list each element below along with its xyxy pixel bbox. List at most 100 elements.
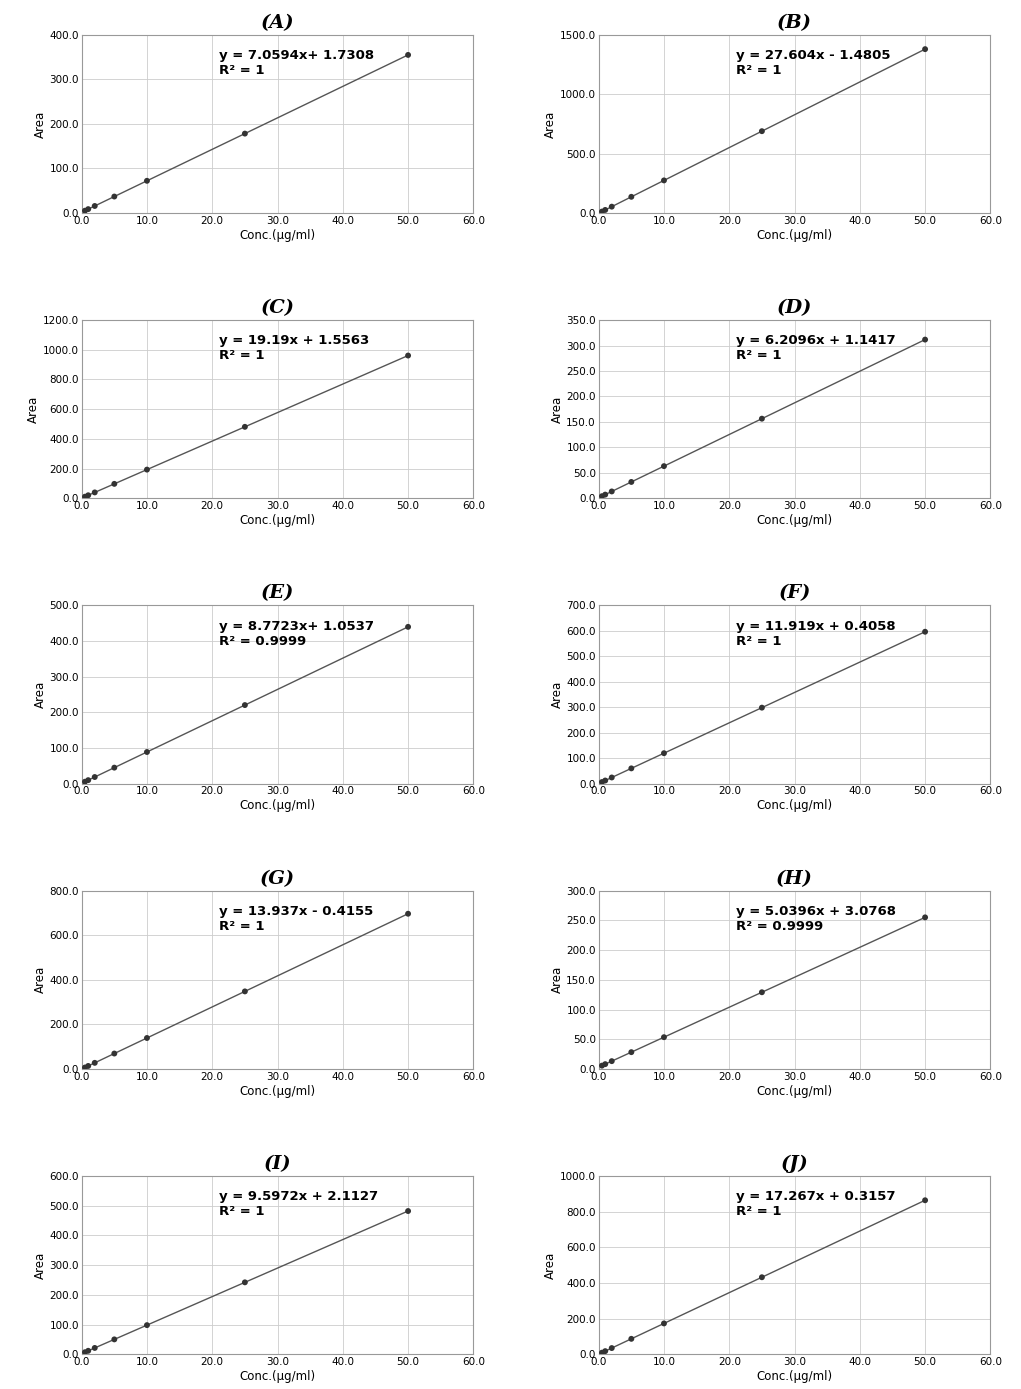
Point	[400, 903, 417, 925]
Y-axis label: Area: Area	[544, 110, 557, 138]
Text: y = 19.19x + 1.5563
R² = 1: y = 19.19x + 1.5563 R² = 1	[218, 335, 369, 363]
Point	[139, 1026, 155, 1049]
Text: y = 6.2096x + 1.1417
R² = 1: y = 6.2096x + 1.1417 R² = 1	[736, 335, 895, 363]
Point	[77, 771, 93, 793]
Title: (J): (J)	[781, 1154, 809, 1174]
Point	[87, 194, 103, 217]
Point	[87, 765, 103, 788]
Point	[623, 471, 639, 493]
X-axis label: Conc.(μg/ml): Conc.(μg/ml)	[240, 514, 315, 526]
Point	[87, 1051, 103, 1074]
Point	[106, 1042, 123, 1064]
Point	[655, 169, 672, 192]
Title: (B): (B)	[777, 14, 812, 32]
Point	[87, 1336, 103, 1358]
Point	[655, 1026, 672, 1049]
Point	[655, 456, 672, 478]
Point	[237, 1271, 253, 1293]
Point	[597, 770, 614, 792]
Point	[80, 770, 96, 792]
Point	[80, 1339, 96, 1361]
X-axis label: Conc.(μg/ml): Conc.(μg/ml)	[757, 1085, 832, 1097]
Point	[655, 742, 672, 764]
Title: (H): (H)	[776, 870, 813, 888]
Point	[623, 1328, 639, 1350]
Point	[603, 481, 620, 503]
Point	[603, 1050, 620, 1072]
Point	[77, 1342, 93, 1364]
Point	[917, 38, 933, 60]
X-axis label: Conc.(μg/ml): Conc.(μg/ml)	[240, 1370, 315, 1383]
Point	[106, 185, 123, 207]
Y-axis label: Area: Area	[550, 967, 564, 993]
Point	[400, 615, 417, 638]
Text: y = 17.267x + 0.3157
R² = 1: y = 17.267x + 0.3157 R² = 1	[736, 1190, 895, 1218]
Y-axis label: Area: Area	[34, 110, 47, 138]
Point	[597, 1053, 614, 1075]
Text: y = 27.604x - 1.4805
R² = 1: y = 27.604x - 1.4805 R² = 1	[736, 49, 890, 76]
Point	[597, 483, 614, 506]
Point	[753, 1267, 770, 1289]
Point	[917, 906, 933, 928]
Point	[80, 199, 96, 221]
Point	[597, 199, 614, 221]
Title: (C): (C)	[260, 299, 294, 317]
Point	[400, 344, 417, 367]
Text: y = 8.7723x+ 1.0537
R² = 0.9999: y = 8.7723x+ 1.0537 R² = 0.9999	[218, 619, 374, 647]
Title: (F): (F)	[778, 585, 811, 603]
Y-axis label: Area: Area	[27, 396, 40, 422]
Point	[597, 1340, 614, 1363]
Point	[917, 328, 933, 350]
Title: (I): (I)	[263, 1156, 291, 1174]
Title: (D): (D)	[777, 299, 813, 317]
Point	[594, 1054, 611, 1076]
Text: y = 7.0594x+ 1.7308
R² = 1: y = 7.0594x+ 1.7308 R² = 1	[218, 49, 374, 76]
Point	[139, 458, 155, 481]
Point	[106, 472, 123, 494]
Point	[753, 407, 770, 429]
Point	[237, 981, 253, 1003]
Title: (E): (E)	[260, 585, 294, 603]
Title: (A): (A)	[260, 14, 294, 32]
X-axis label: Conc.(μg/ml): Conc.(μg/ml)	[757, 799, 832, 813]
Point	[139, 169, 155, 192]
X-axis label: Conc.(μg/ml): Conc.(μg/ml)	[240, 1085, 315, 1097]
X-axis label: Conc.(μg/ml): Conc.(μg/ml)	[757, 229, 832, 242]
Point	[917, 621, 933, 643]
Point	[106, 757, 123, 779]
Point	[594, 771, 611, 793]
X-axis label: Conc.(μg/ml): Conc.(μg/ml)	[240, 229, 315, 242]
X-axis label: Conc.(μg/ml): Conc.(μg/ml)	[240, 799, 315, 813]
Y-axis label: Area: Area	[544, 1251, 557, 1279]
Point	[917, 1189, 933, 1211]
Point	[139, 1314, 155, 1336]
X-axis label: Conc.(μg/ml): Conc.(μg/ml)	[757, 514, 832, 526]
X-axis label: Conc.(μg/ml): Conc.(μg/ml)	[757, 1370, 832, 1383]
Text: y = 9.5972x + 2.1127
R² = 1: y = 9.5972x + 2.1127 R² = 1	[218, 1190, 378, 1218]
Point	[77, 1057, 93, 1079]
Text: y = 5.0396x + 3.0768
R² = 0.9999: y = 5.0396x + 3.0768 R² = 0.9999	[736, 904, 895, 933]
Point	[106, 1328, 123, 1350]
Point	[655, 1313, 672, 1335]
Point	[623, 186, 639, 208]
Point	[80, 1054, 96, 1076]
Point	[753, 696, 770, 718]
Point	[594, 1342, 611, 1364]
Point	[237, 694, 253, 717]
Text: y = 11.919x + 0.4058
R² = 1: y = 11.919x + 0.4058 R² = 1	[736, 619, 895, 647]
Text: y = 13.937x - 0.4155
R² = 1: y = 13.937x - 0.4155 R² = 1	[218, 904, 373, 933]
Point	[753, 119, 770, 142]
Point	[753, 981, 770, 1003]
Point	[237, 122, 253, 144]
Y-axis label: Area: Area	[550, 396, 564, 422]
Y-axis label: Area: Area	[34, 967, 47, 993]
Point	[139, 740, 155, 763]
Y-axis label: Area: Area	[34, 681, 47, 708]
Point	[603, 1338, 620, 1360]
Point	[80, 485, 96, 507]
Point	[603, 196, 620, 218]
Point	[603, 767, 620, 789]
Point	[77, 486, 93, 508]
Point	[594, 485, 611, 507]
Point	[237, 415, 253, 438]
